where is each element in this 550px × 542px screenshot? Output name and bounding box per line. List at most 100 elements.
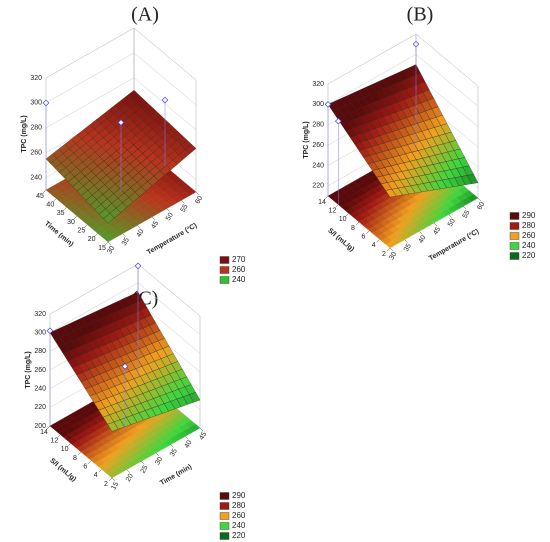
data-point: [46, 327, 54, 335]
z-tick-label: 320: [34, 311, 46, 318]
z-tick-label: 320: [30, 75, 42, 82]
y-tick-label: 12: [328, 208, 336, 215]
z-grid-line: [327, 33, 479, 87]
data-point: [134, 262, 142, 270]
legend-label: 220: [522, 251, 536, 260]
x-tick: [185, 436, 189, 440]
y-tick: [84, 224, 88, 228]
z-tick-label: 300: [30, 100, 42, 107]
y-tick: [376, 239, 380, 243]
x-tick-label: 35: [169, 448, 179, 458]
y-tick-label: 2: [104, 481, 108, 488]
floor-contour: [107, 470, 119, 479]
y-tick: [67, 443, 71, 447]
x-tick: [195, 191, 200, 196]
z-grid-line: [45, 27, 197, 81]
z-tick-label: 280: [312, 122, 324, 129]
x-tick: [155, 452, 160, 457]
legend-label: 280: [522, 221, 536, 230]
y-tick-label: 10: [339, 216, 347, 223]
x-tick: [170, 444, 174, 448]
z-tick-label: 220: [312, 183, 324, 190]
z-tick-label: 280: [30, 125, 42, 132]
y-tick: [88, 460, 92, 464]
legend-swatch: [219, 276, 230, 284]
y-tick-label: 6: [83, 464, 87, 471]
x-tick-label: 50: [165, 212, 175, 222]
legend-swatch: [509, 252, 520, 260]
x-tick-label: 35: [403, 243, 413, 253]
x-tick-label: 55: [180, 203, 190, 213]
y-tick-label: 8: [73, 455, 77, 462]
y-tick: [345, 213, 349, 217]
panel-title: (B): [407, 4, 434, 26]
z-tick-label: 240: [30, 174, 42, 181]
x-tick-label: 20: [125, 473, 135, 483]
z-tick-label: 300: [312, 101, 324, 108]
legend-label: 270: [232, 255, 246, 264]
z-tick-label: 240: [312, 162, 324, 169]
y-tick-label: 4: [94, 472, 98, 479]
legend-label: 240: [232, 521, 246, 530]
z-tick-label: 220: [34, 404, 46, 411]
z-tick-label: 300: [34, 330, 46, 337]
x-tick: [477, 197, 482, 202]
z-tick-label: 280: [34, 348, 46, 355]
legend-swatch: [509, 232, 520, 240]
legend-swatch: [219, 266, 230, 274]
y-tick-label: 25: [77, 228, 85, 235]
legend-swatch: [219, 492, 230, 500]
y-tick-label: 14: [40, 429, 48, 436]
y-tick-label: 8: [351, 225, 355, 232]
x-tick: [122, 233, 126, 237]
legend-label: 220: [232, 531, 246, 540]
x-tick-label: 25: [140, 464, 150, 474]
z-axis-label: TPC (mg/L): [25, 351, 32, 388]
floor-contour: [385, 240, 397, 249]
z-tick-label: 320: [312, 81, 324, 88]
y-tick: [73, 215, 78, 220]
legend-label: 290: [232, 491, 246, 500]
x-tick: [463, 206, 467, 210]
legend-label: 290: [522, 211, 536, 220]
y-tick: [98, 469, 102, 473]
x-tick: [151, 216, 156, 221]
legend-label: 260: [232, 265, 246, 274]
x-tick: [181, 200, 185, 204]
z-tick-label: 240: [34, 386, 46, 393]
panel-title: (A): [131, 4, 159, 26]
legend-swatch: [219, 522, 230, 530]
y-tick: [42, 189, 47, 194]
data-point: [412, 40, 420, 48]
data-point: [42, 99, 50, 107]
x-tick-label: 40: [136, 228, 146, 238]
y-tick: [63, 207, 67, 211]
x-tick: [389, 247, 394, 252]
y-tick: [94, 233, 98, 237]
legend-swatch: [219, 502, 230, 510]
y-tick: [57, 434, 61, 438]
x-tick-label: 45: [150, 220, 160, 230]
y-tick-label: 6: [361, 234, 365, 241]
z-grid-line: [45, 52, 197, 106]
x-tick: [141, 461, 145, 465]
x-tick-label: 60: [476, 201, 486, 211]
x-tick: [199, 427, 204, 432]
x-axis-label: Time (min): [159, 463, 193, 487]
x-tick: [404, 239, 408, 243]
y-tick: [46, 425, 51, 430]
z-tick-label: 200: [34, 423, 46, 430]
legend-swatch: [509, 222, 520, 230]
y-tick-label: 35: [57, 210, 65, 217]
x-tick-label: 60: [194, 195, 204, 205]
x-tick-label: 15: [110, 481, 120, 491]
x-tick: [107, 241, 112, 246]
x-tick: [419, 231, 423, 235]
y-tick-label: 15: [98, 245, 106, 252]
x-tick-label: 30: [388, 251, 398, 261]
y-tick: [366, 230, 370, 234]
y-tick-label: 20: [88, 236, 96, 243]
surface-cell: [385, 189, 397, 198]
legend-swatch: [509, 212, 520, 220]
